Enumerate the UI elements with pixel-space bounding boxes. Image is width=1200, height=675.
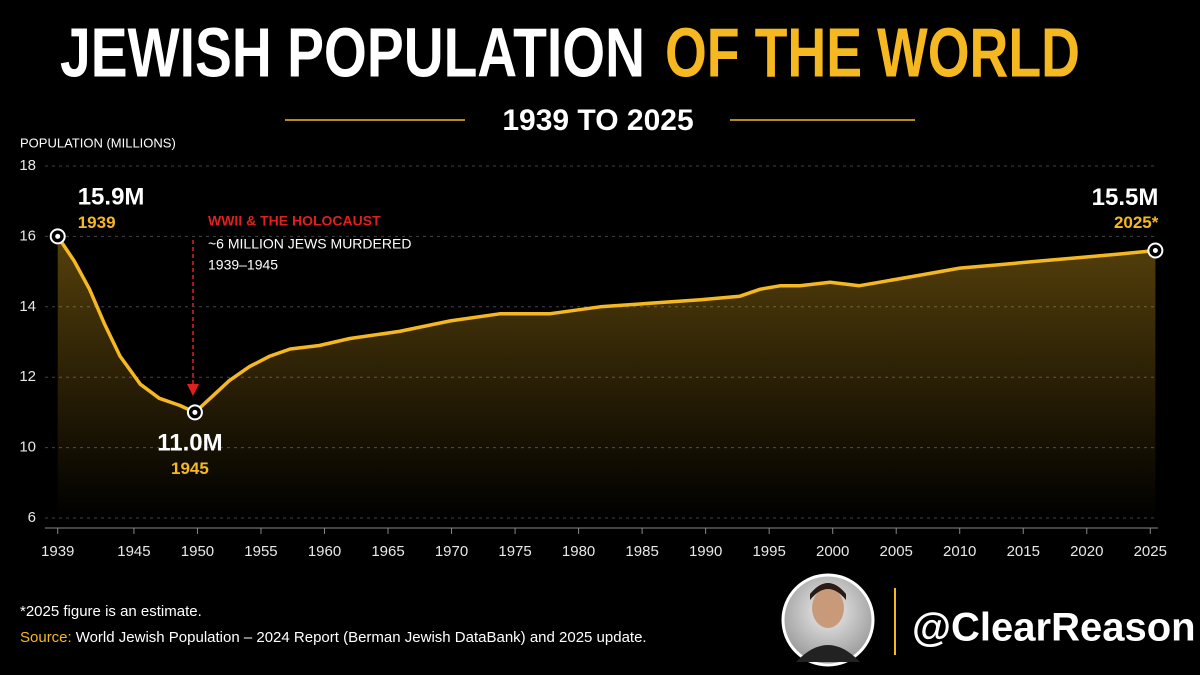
y-tick-label: 18 (19, 157, 36, 174)
x-tick-label: 2010 (943, 543, 976, 560)
y-axis-label: POPULATION (MILLIONS) (20, 135, 176, 150)
x-tick-label: 1975 (498, 543, 531, 560)
annotation-value: 11.0M (157, 430, 222, 457)
point-marker-dot (55, 233, 61, 239)
line (55, 234, 1158, 415)
footnote: *2025 figure is an estimate. (20, 603, 202, 620)
x-tick-label: 1970 (435, 543, 468, 560)
source-label: Source: (20, 629, 72, 646)
point-marker-dot (1152, 247, 1158, 253)
y-tick-label: 12 (19, 368, 36, 385)
x-tick-label: 2000 (816, 543, 849, 560)
y-tick-label: 10 (19, 439, 36, 456)
x-tick-label: 1985 (625, 543, 658, 560)
chart-title-highlight: OF THE WORLD (665, 13, 1080, 91)
y-tick-label: 16 (19, 227, 36, 244)
event-line: 1939–1945 (208, 257, 278, 273)
event-line: ~6 MILLION JEWS MURDERED (208, 236, 411, 252)
event-title: WWII & THE HOLOCAUST (208, 213, 381, 229)
x-tick-label: 1945 (117, 543, 150, 560)
x-tick-label: 1939 (41, 543, 74, 560)
x-tick-label: 1995 (752, 543, 785, 560)
handle: @ClearReason (912, 606, 1196, 650)
event-arrowhead (187, 384, 199, 396)
area (57, 236, 1156, 518)
x-tick-label: 2015 (1007, 543, 1040, 560)
annotation-date: 2025* (1114, 213, 1159, 232)
x-tick-label: 1990 (689, 543, 722, 560)
chart-title: JEWISH POPULATION (60, 13, 645, 91)
x-tick-label: 2005 (880, 543, 913, 560)
x-tick-label: 2025 (1134, 543, 1167, 560)
x-tick-label: 2020 (1070, 543, 1103, 560)
annotation-value: 15.5M (1092, 184, 1159, 211)
x-tick-label: 1965 (371, 543, 404, 560)
source: Source: World Jewish Population – 2024 Re… (20, 629, 647, 646)
source-text: World Jewish Population – 2024 Report (B… (76, 629, 647, 646)
annotation-date: 1945 (171, 459, 209, 478)
x-tick-label: 1950 (181, 543, 214, 560)
subtitle: 1939 TO 2025 (502, 104, 693, 137)
point-marker-dot (192, 409, 198, 415)
avatar (781, 573, 875, 667)
x-tick-label: 1980 (562, 543, 595, 560)
y-tick-label: 6 (28, 509, 36, 526)
annotation-date: 1939 (78, 213, 116, 232)
x-tick-label: 1955 (244, 543, 277, 560)
y-tick-label: 14 (19, 298, 36, 315)
x-tick-label: 1960 (308, 543, 341, 560)
annotation-value: 15.9M (78, 184, 145, 211)
